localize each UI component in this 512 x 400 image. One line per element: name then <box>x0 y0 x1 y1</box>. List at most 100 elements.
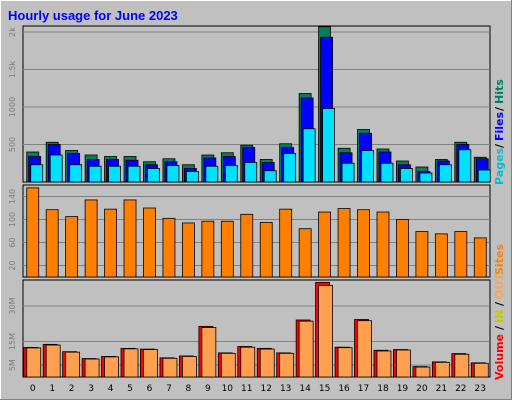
pages-bar <box>30 164 44 183</box>
sites-panel-tick-label: 60 <box>8 237 17 247</box>
pages-bar <box>283 153 297 183</box>
hits-files-pages-panel-tick-label: 500 <box>8 137 17 152</box>
legend-bottom: Volume / IN / OUT <box>493 273 506 380</box>
sites-panel-tick-label: 20 <box>8 260 17 270</box>
out-bar <box>434 361 450 378</box>
pages-bar <box>302 128 316 183</box>
legend-sep-1: / <box>493 143 506 148</box>
hour-label: 8 <box>186 384 192 394</box>
sites-bar <box>45 209 59 278</box>
pages-bar <box>108 165 121 183</box>
sites-bar <box>143 207 156 278</box>
pages-bar <box>341 162 355 183</box>
sites-panel-tick-label: 100 <box>8 212 17 227</box>
sites-bar <box>376 211 390 278</box>
legend-sites: Sites <box>493 244 506 275</box>
pages-bar <box>49 154 63 183</box>
out-bar <box>65 351 81 378</box>
out-bar <box>240 346 256 378</box>
legend-sep-3: / <box>493 325 506 330</box>
out-bar <box>220 352 236 378</box>
out-bar <box>454 353 470 378</box>
out-bar <box>376 350 392 378</box>
out-bar <box>357 320 372 378</box>
sites-bar <box>279 208 293 278</box>
volume-panel-tick-label: 5M <box>8 359 17 371</box>
out-bar <box>84 358 100 378</box>
out-bar <box>396 349 411 378</box>
out-bar <box>162 357 178 378</box>
sites-bar <box>123 199 137 278</box>
hour-label: 10 <box>222 384 234 394</box>
legend-pages: Pages <box>493 147 506 185</box>
hour-label: 11 <box>241 384 252 394</box>
pages-bar <box>185 171 199 183</box>
hour-label: 5 <box>127 384 133 394</box>
out-bar <box>337 347 353 378</box>
legend-top: Pages / Files / Hits <box>493 79 506 185</box>
sites-bar <box>337 208 351 278</box>
hour-label: 2 <box>69 384 75 394</box>
hour-label: 20 <box>416 384 428 394</box>
out-bar <box>298 320 314 378</box>
sites-bar <box>104 208 117 278</box>
sites-bar <box>415 231 429 278</box>
pages-bar <box>361 150 374 183</box>
sites-bar <box>318 211 332 278</box>
out-bar <box>123 348 139 378</box>
hits-files-pages-panel-tick-label: 1.5k <box>8 60 17 78</box>
pages-bar <box>127 165 141 183</box>
hour-label: 12 <box>261 384 272 394</box>
pages-bar <box>263 170 277 183</box>
sites-bar <box>396 219 409 278</box>
sites-bar <box>298 228 312 278</box>
volume-panel-tick-label: 30M <box>8 297 17 314</box>
sites-bar <box>473 237 487 278</box>
out-bar <box>318 285 334 378</box>
out-bar <box>473 362 489 378</box>
legend-sep-2: / <box>493 106 506 111</box>
sites-bar <box>240 213 254 278</box>
sites-bar <box>26 187 40 278</box>
legend-volume: Volume <box>493 334 506 380</box>
hour-label: 14 <box>299 384 311 394</box>
out-bar <box>45 344 61 378</box>
out-bar <box>181 356 197 378</box>
legend-out: OUT <box>493 273 506 299</box>
out-bar <box>201 327 217 378</box>
out-bar <box>26 347 42 378</box>
hour-label: 16 <box>338 384 350 394</box>
hits-files-pages-panel-tick-label: 2k <box>8 27 17 37</box>
volume-panel-frame <box>22 279 491 378</box>
pages-bar <box>322 108 336 183</box>
legend-sep-4: / <box>493 301 506 306</box>
hour-label: 13 <box>280 384 291 394</box>
hits-files-pages-panel-tick-label: 1000 <box>8 97 17 117</box>
pages-bar <box>438 164 452 183</box>
volume-panel-tick-label: 15M <box>8 333 17 350</box>
legend-in: IN <box>493 310 506 323</box>
chart-title: Hourly usage for June 2023 <box>8 8 178 23</box>
sites-bar <box>181 222 195 278</box>
out-bar <box>259 348 275 378</box>
out-bar <box>415 366 431 378</box>
pages-bar <box>166 165 180 183</box>
hour-label: 7 <box>166 384 172 394</box>
legend-hits: Hits <box>493 79 506 104</box>
hour-label: 19 <box>397 384 409 394</box>
legend-files: Files <box>493 111 506 141</box>
sites-bar <box>162 217 176 278</box>
hour-label: 17 <box>358 384 369 394</box>
legend-mid: Sites <box>493 244 506 275</box>
sites-bar <box>357 209 370 278</box>
out-bar <box>143 349 158 378</box>
sites-bar <box>259 221 273 278</box>
hour-label: 21 <box>436 384 447 394</box>
hour-label: 4 <box>108 384 114 394</box>
hour-label: 0 <box>30 384 36 394</box>
pages-bar <box>477 169 491 183</box>
pages-bar <box>380 162 394 183</box>
out-bar <box>279 352 295 378</box>
